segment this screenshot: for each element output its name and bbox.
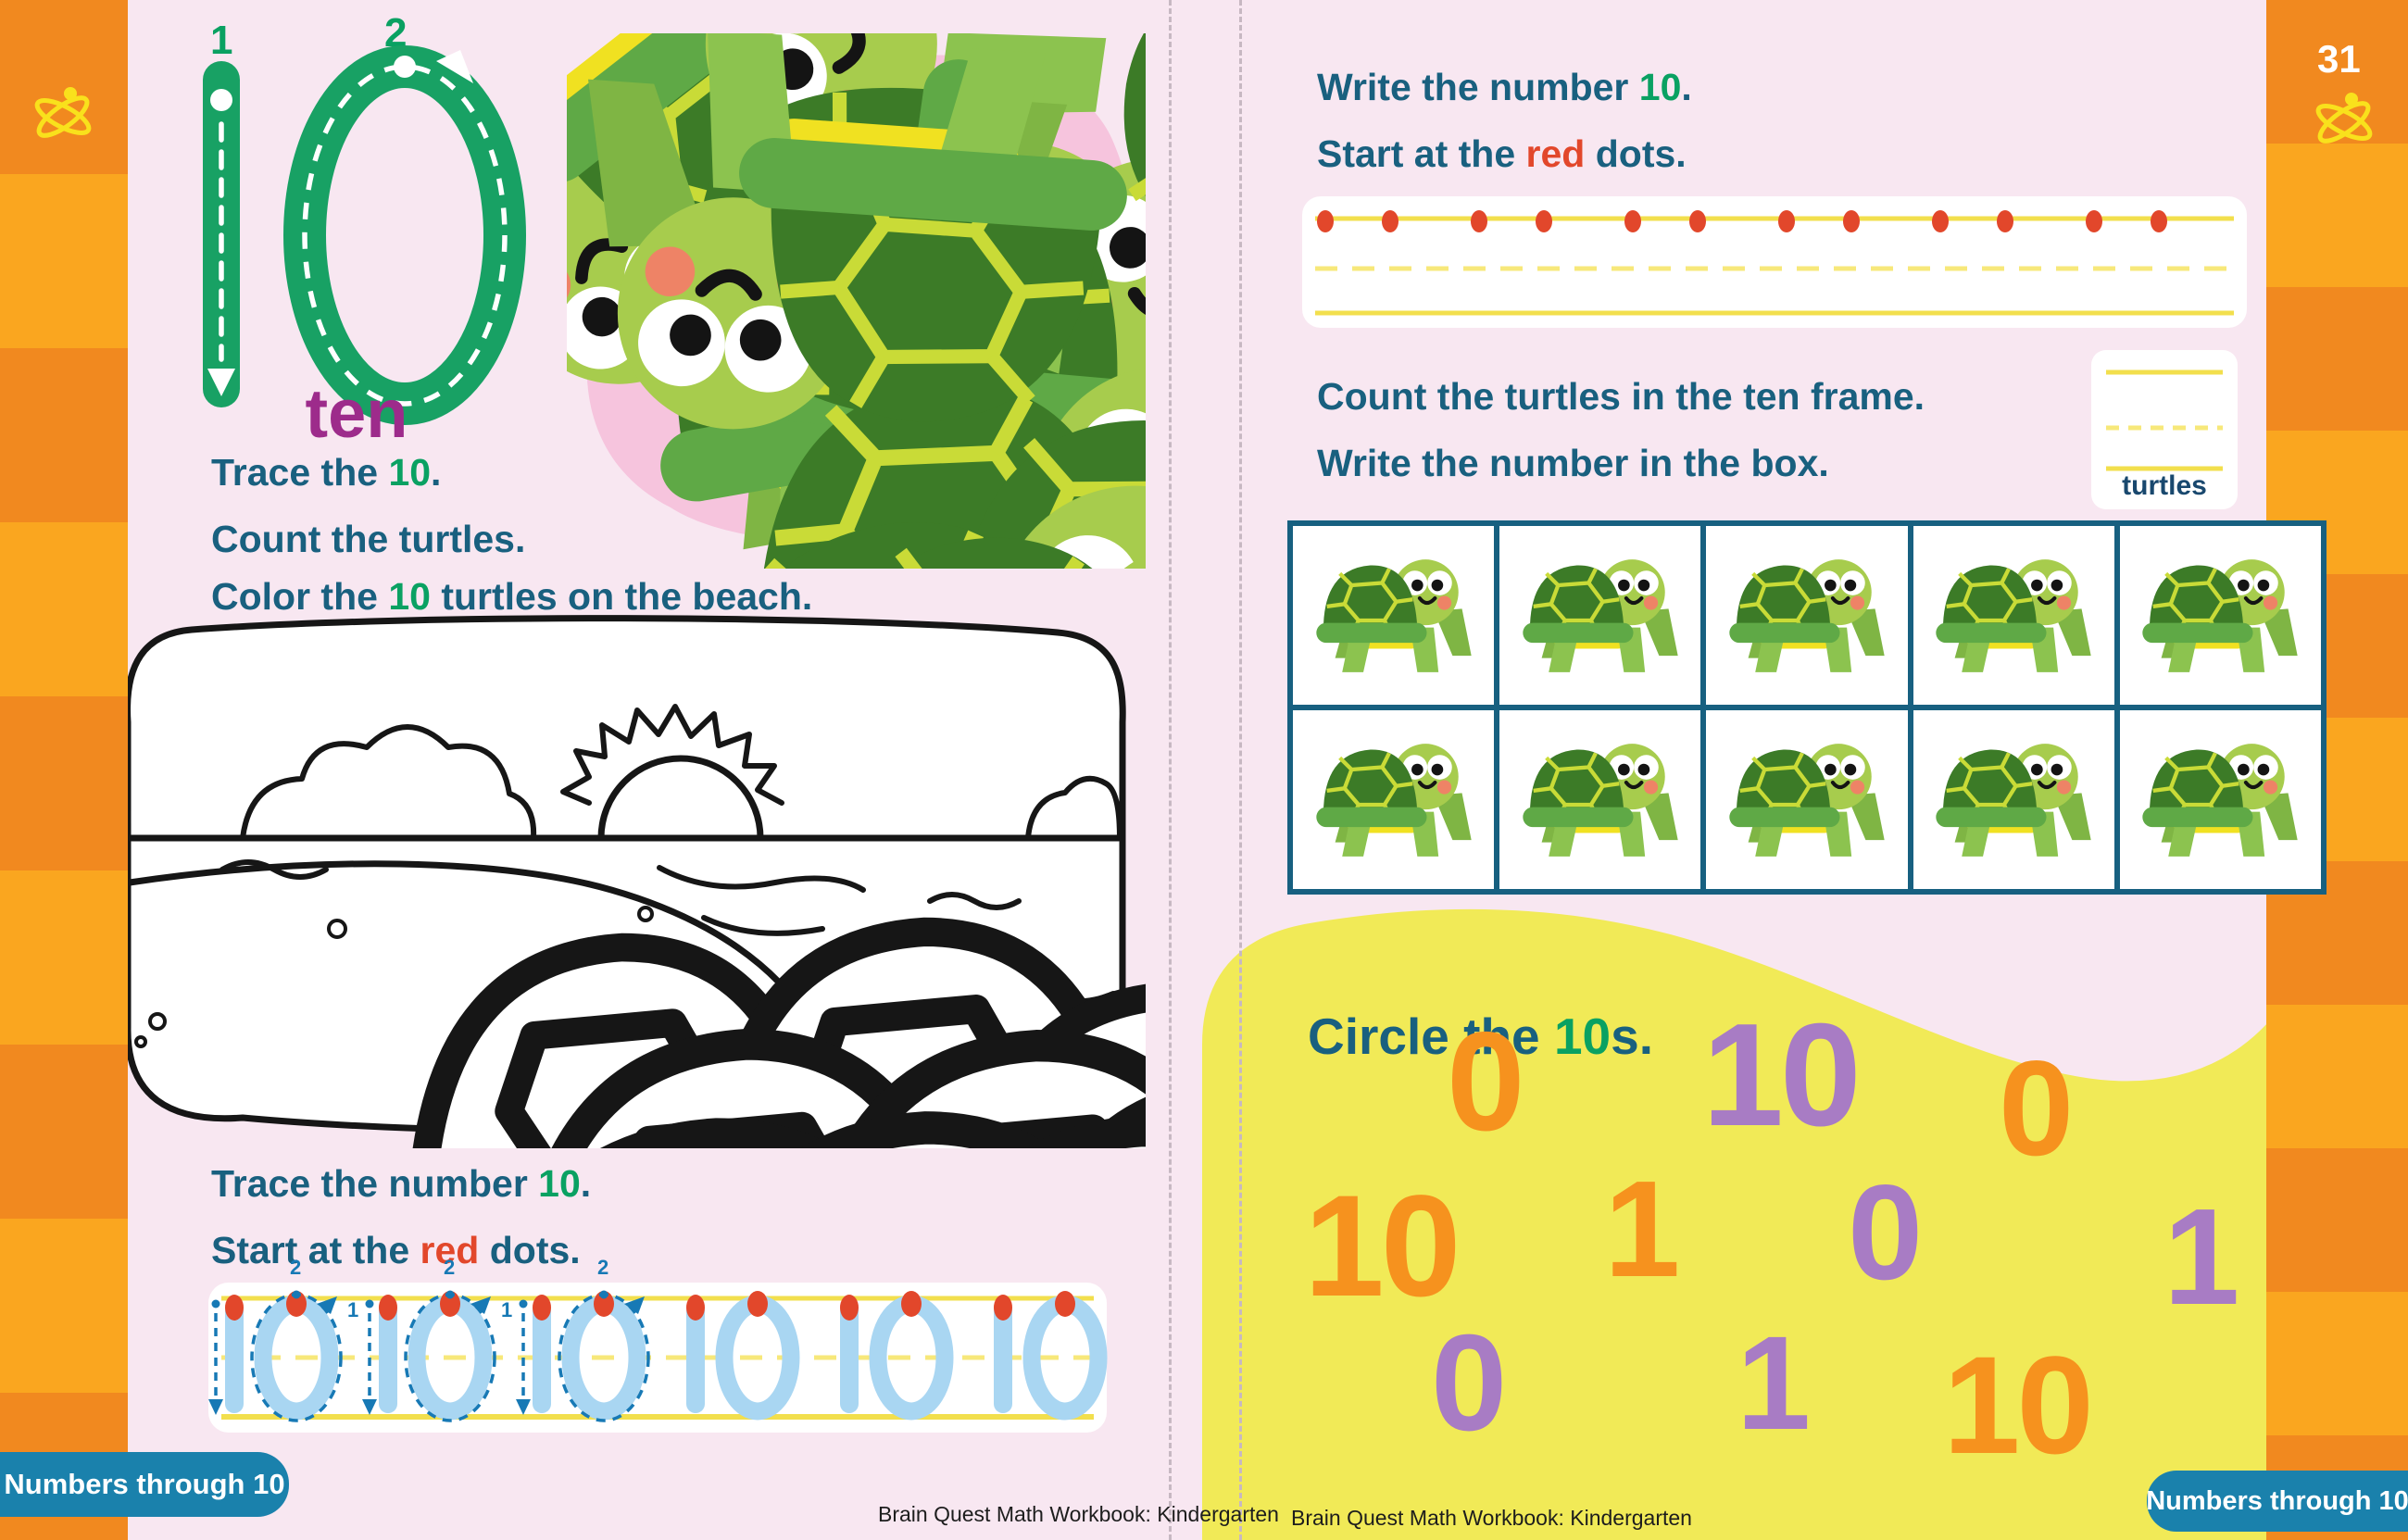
trace-10-row[interactable]: 121212 — [208, 1250, 1111, 1449]
instruction-line: Trace the 10. — [211, 451, 442, 494]
circle-number-0[interactable]: 0 — [1999, 1033, 2074, 1183]
turtle-icon — [1311, 734, 1476, 866]
ten-frame-cell — [1706, 710, 1908, 889]
instruction-trace-count: Trace the 10. Count the turtles. — [211, 439, 525, 572]
section-badge-right: Numbers through 10 — [2146, 1471, 2408, 1532]
fold-dashed-line-right — [1239, 0, 1242, 1540]
answer-box[interactable]: turtles — [2091, 350, 2238, 509]
ten-frame — [1287, 520, 2326, 895]
svg-text:1: 1 — [347, 1298, 358, 1321]
turtle-sticker-group — [567, 33, 1146, 569]
ten-frame-cell — [1913, 526, 2114, 705]
instruction-line: Start at the red dots. — [211, 1229, 581, 1271]
circle-number-0[interactable]: 0 — [1431, 1307, 1507, 1459]
number-word: ten — [305, 375, 408, 452]
fold-dashed-line-left — [1169, 0, 1172, 1540]
instruction-trace-number: Trace the number 10. Start at the red do… — [211, 1150, 591, 1283]
circle-number-0[interactable]: 0 — [1848, 1157, 1923, 1308]
instruction-line: Color the 10 turtles on the beach. — [211, 575, 813, 618]
instruction-line: Count the turtles in the ten frame. — [1317, 375, 1925, 418]
turtle-icon — [1724, 550, 1889, 682]
stroke-1-label: 1 — [210, 18, 232, 63]
instruction-line: Start at the red dots. — [1317, 132, 1687, 175]
ten-frame-cell — [1499, 710, 1701, 889]
ten-frame-cell — [1499, 526, 1701, 705]
wave — [927, 892, 1022, 910]
instruction-count-frame: Count the turtles in the ten frame. Writ… — [1317, 363, 1925, 496]
scissors-icon — [2310, 89, 2378, 150]
circle-number-1[interactable]: 1 — [2163, 1181, 2239, 1333]
circle-number-1[interactable]: 1 — [1737, 1308, 1811, 1458]
page-number-right: 31 — [2317, 37, 2361, 81]
ten-frame-cell — [1706, 526, 1908, 705]
circle-number-10[interactable]: 10 — [1702, 994, 1862, 1157]
circle-number-10[interactable]: 10 — [1304, 1166, 1461, 1327]
answer-box-label: turtles — [2122, 470, 2207, 501]
svg-text:2: 2 — [597, 1256, 608, 1279]
svg-text:1: 1 — [501, 1298, 512, 1321]
ten-frame-cell — [1293, 710, 1495, 889]
svg-text:2: 2 — [444, 1256, 455, 1279]
circle-number-1[interactable]: 1 — [1604, 1153, 1680, 1306]
turtle-icon — [1518, 734, 1683, 866]
turtle-icon — [2138, 734, 2302, 866]
ten-frame-cell — [1293, 526, 1495, 705]
svg-text:2: 2 — [290, 1256, 301, 1279]
sun-rays — [560, 704, 784, 806]
turtle-icon — [1931, 734, 2096, 866]
turtle-icon — [1311, 550, 1476, 682]
footer-left: Brain Quest Math Workbook: Kindergarten — [878, 1502, 1279, 1526]
turtle-icon — [1931, 550, 2096, 682]
instruction-color: Color the 10 turtles on the beach. — [211, 563, 812, 630]
sun — [597, 755, 764, 842]
ten-frame-cell — [2119, 710, 2321, 889]
number-10-trace-figure[interactable]: 1 2 — [162, 7, 560, 443]
beach-coloring-scene[interactable] — [104, 607, 1146, 1148]
turtle-icon — [1518, 550, 1683, 682]
cloud-right — [1025, 775, 1122, 841]
instruction-write: Write the number 10. Start at the red do… — [1317, 54, 1692, 187]
turtle-icon — [1724, 734, 1889, 866]
instruction-line: Write the number in the box. — [1317, 442, 1829, 484]
circle-number-0[interactable]: 0 — [1447, 1003, 1525, 1160]
instruction-line: Count the turtles. — [211, 518, 526, 560]
ten-frame-cell — [1913, 710, 2114, 889]
sun-reflection — [657, 865, 866, 893]
turtle-icon — [2138, 550, 2302, 682]
write-10-row[interactable] — [1302, 196, 2247, 328]
instruction-line: Write the number 10. — [1317, 66, 1692, 108]
ten-frame-cell — [2119, 526, 2321, 705]
left-page-margin — [0, 0, 128, 1540]
instruction-line: Trace the number 10. — [211, 1162, 592, 1205]
scissors-icon — [29, 83, 97, 144]
footer-right: Brain Quest Math Workbook: Kindergarten — [1291, 1506, 1692, 1530]
circle-number-10[interactable]: 10 — [1943, 1327, 2094, 1483]
cloud-left — [240, 724, 537, 841]
section-badge-left: Numbers through 10 — [0, 1452, 289, 1517]
